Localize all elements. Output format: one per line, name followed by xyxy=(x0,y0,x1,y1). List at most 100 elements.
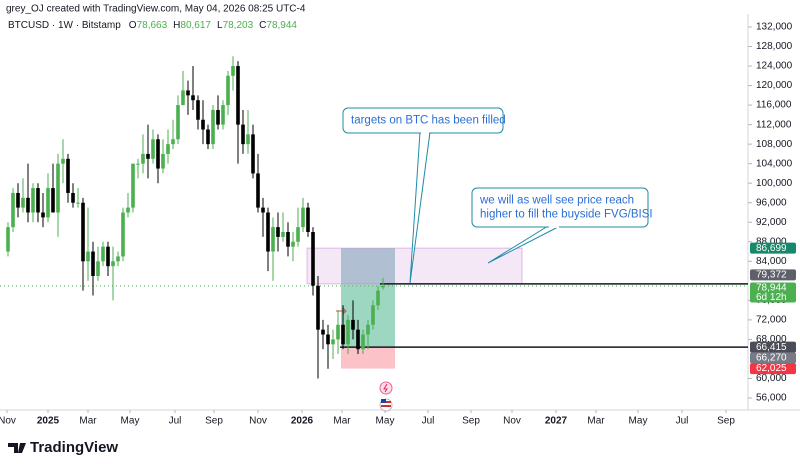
event-icons xyxy=(379,381,393,412)
candle-body xyxy=(321,329,325,335)
candle-body xyxy=(26,197,30,213)
candle-body xyxy=(141,153,145,164)
x-tick-label: May xyxy=(629,416,648,427)
candle-body xyxy=(116,256,120,262)
x-tick-label: Nov xyxy=(249,416,267,427)
x-tick-label: Mar xyxy=(587,416,605,427)
candle-body xyxy=(251,134,255,174)
y-tick-label: 116,000 xyxy=(756,100,792,111)
candle-body xyxy=(101,246,105,262)
candle-body xyxy=(56,163,60,213)
ohlc-value: 78,203 xyxy=(223,20,254,31)
candle-body xyxy=(231,66,235,76)
x-tick-label: Sep xyxy=(717,416,735,427)
y-tick-label: 92,000 xyxy=(756,217,787,228)
candle-body xyxy=(311,232,315,286)
candle-body xyxy=(371,305,375,325)
candle-body xyxy=(316,285,320,330)
candle-body xyxy=(191,95,195,101)
candle-body xyxy=(196,100,200,120)
candle-body xyxy=(301,207,305,228)
candle-body xyxy=(96,261,100,276)
ohlc-value: 78,663 xyxy=(137,20,168,31)
x-tick-label: Mar xyxy=(333,416,351,427)
candle-body xyxy=(6,227,10,252)
candle-body xyxy=(46,188,50,218)
y-tick-label: 120,000 xyxy=(756,80,793,91)
candle-body xyxy=(221,105,225,125)
candle-body xyxy=(286,232,290,247)
callout-pointer xyxy=(487,225,561,264)
y-tick-label: 124,000 xyxy=(756,61,793,72)
candle-body xyxy=(36,188,40,213)
candle-body xyxy=(161,153,165,169)
y-tick-label: 108,000 xyxy=(756,139,793,150)
candle-body xyxy=(16,192,20,208)
callout-box xyxy=(471,187,649,228)
candle-body xyxy=(151,139,155,159)
candle-body xyxy=(156,139,160,169)
candle-body xyxy=(186,90,190,96)
fvg-zone xyxy=(306,247,523,285)
ohlc-prefix: C xyxy=(259,20,266,31)
candle-body xyxy=(306,207,310,233)
candle-body xyxy=(11,192,15,228)
y-tick-label: 96,000 xyxy=(756,197,787,208)
x-tick-label: Sep xyxy=(462,416,480,427)
candle-body xyxy=(331,339,335,345)
candle-body xyxy=(71,192,75,203)
candle-body xyxy=(181,90,185,106)
logo: TradingView xyxy=(8,439,118,456)
candle-body xyxy=(31,188,35,213)
x-tick-label: 2027 xyxy=(545,416,568,427)
candle-body xyxy=(171,139,175,145)
candle-body xyxy=(121,212,125,257)
header: grey_OJ created with TradingView.com, Ma… xyxy=(6,4,306,15)
price-badge-label: 86,699 xyxy=(756,243,787,254)
ohlc-value: 78,944 xyxy=(266,20,297,31)
x-tick-label: Nov xyxy=(0,416,16,427)
y-tick-label: 100,000 xyxy=(756,178,793,189)
x-tick-label: Sep xyxy=(205,416,223,427)
candle-body xyxy=(41,212,45,218)
y-tick-label: 132,000 xyxy=(756,22,793,33)
candle-body xyxy=(271,227,275,252)
candle-body xyxy=(281,232,285,237)
y-tick-label: 84,000 xyxy=(756,256,787,267)
candle-body xyxy=(131,163,135,208)
y-tick-label: 88,000 xyxy=(756,236,787,247)
candle-body xyxy=(76,202,80,204)
price-badge-label: 66,415 xyxy=(756,342,787,353)
y-tick-label: 112,000 xyxy=(756,119,792,130)
candle-body xyxy=(351,319,355,330)
candle-body xyxy=(236,66,240,125)
candle-body xyxy=(146,153,150,159)
candle-body xyxy=(261,207,265,213)
price-badge xyxy=(750,282,796,303)
y-tick-label: 72,000 xyxy=(756,315,787,326)
candle-body xyxy=(366,324,370,335)
price-badge xyxy=(750,242,796,254)
x-tick-label: Jul xyxy=(169,416,182,427)
candle-body xyxy=(51,188,55,213)
candle-body xyxy=(256,173,260,208)
candle-body xyxy=(341,324,345,345)
candle-body xyxy=(346,319,350,345)
candle-body xyxy=(106,246,110,267)
symbol: BTCUSD · 1W · Bitstamp xyxy=(8,20,121,31)
candle-body xyxy=(166,144,170,154)
candle-body xyxy=(241,124,245,145)
price-badge-countdown: 6d 12h xyxy=(756,292,787,303)
x-tick-label: 2025 xyxy=(37,416,60,427)
candle-body xyxy=(246,134,250,145)
candle-body xyxy=(91,251,95,276)
y-tick-label: 104,000 xyxy=(756,158,793,169)
x-tick-label: May xyxy=(121,416,140,427)
candle-body xyxy=(266,212,270,252)
x-tick-label: Jul xyxy=(422,416,435,427)
ohlc-prefix: H xyxy=(173,20,180,31)
x-tick-label: Mar xyxy=(79,416,97,427)
candle-body xyxy=(356,329,360,350)
price-badge xyxy=(750,363,796,375)
candle-body xyxy=(136,163,140,165)
